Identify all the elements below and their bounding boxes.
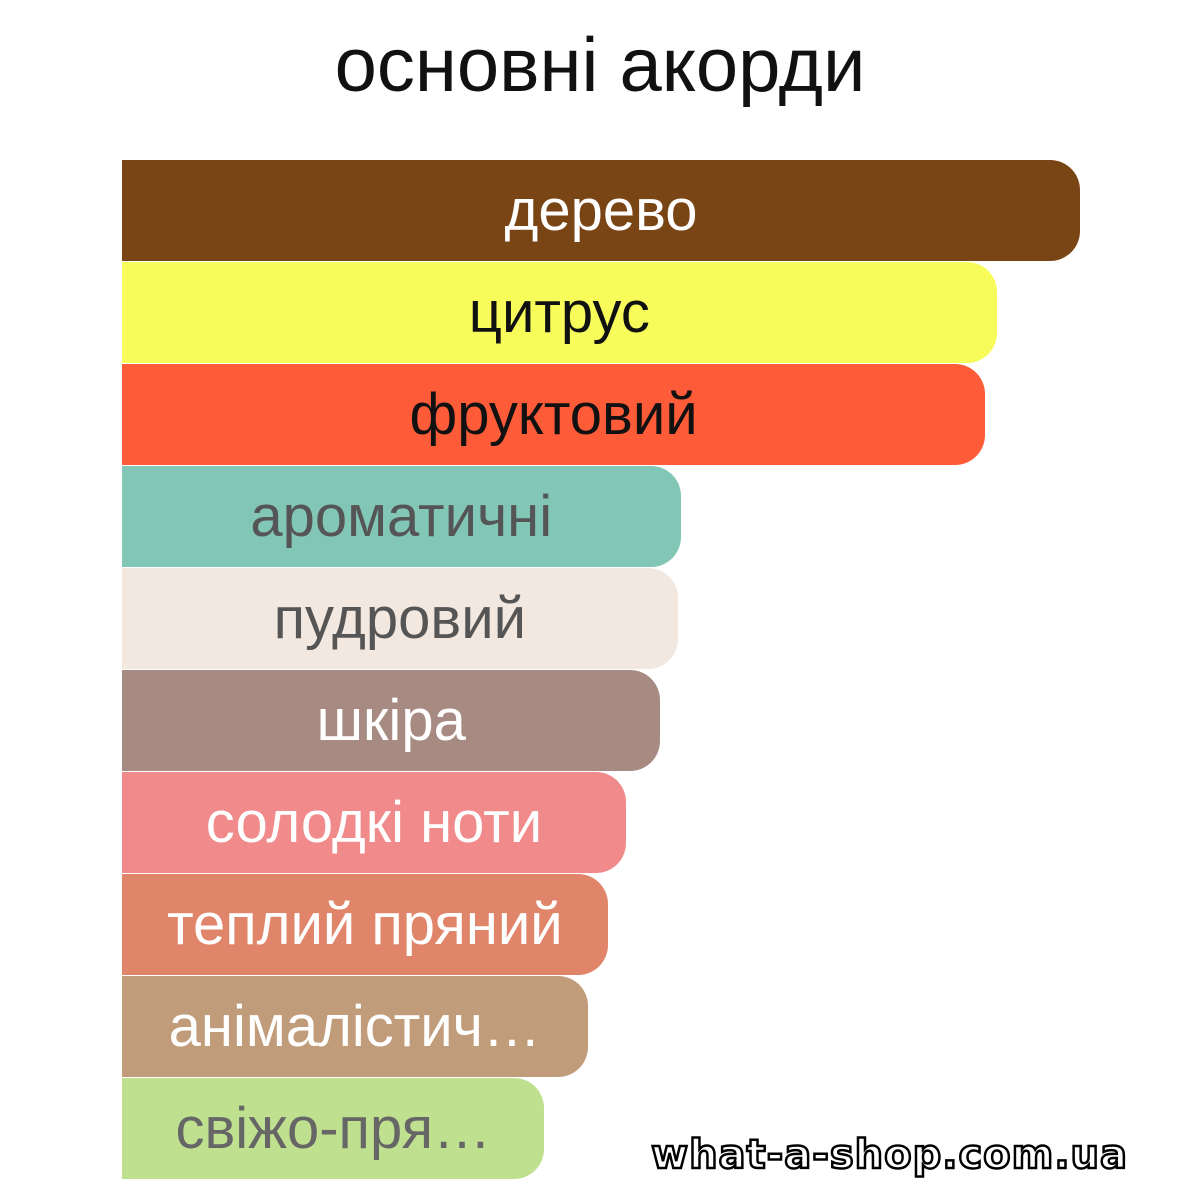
bar-label: анімалістич… [168, 994, 541, 1059]
bar-label: теплий пряний [167, 892, 563, 957]
bar-label: свіжо-пря… [175, 1096, 491, 1161]
bar-label: пудровий [273, 586, 527, 651]
bar-label: дерево [504, 178, 698, 243]
bar-5: шкіра [122, 670, 661, 771]
bar-1: цитрус [122, 262, 997, 363]
bar-6: солодкі ноти [122, 772, 626, 873]
bar-9: свіжо-пря… [122, 1078, 545, 1179]
bar-label: шкіра [316, 688, 466, 753]
watermark: what-a-shop.com.ua [650, 1131, 1128, 1180]
bar-3: ароматичні [122, 466, 681, 567]
bar-2: фруктовий [122, 364, 986, 465]
bar-8: анімалістич… [122, 976, 588, 1077]
bar-label: фруктовий [409, 382, 698, 447]
bar-0: дерево [122, 160, 1080, 261]
chart-title: основні акорди [334, 23, 866, 108]
bar-4: пудровий [122, 568, 678, 669]
bar-label: цитрус [468, 280, 650, 345]
bar-label: солодкі ноти [205, 790, 543, 855]
bar-label: ароматичні [250, 484, 553, 549]
bar-7: теплий пряний [122, 874, 608, 975]
